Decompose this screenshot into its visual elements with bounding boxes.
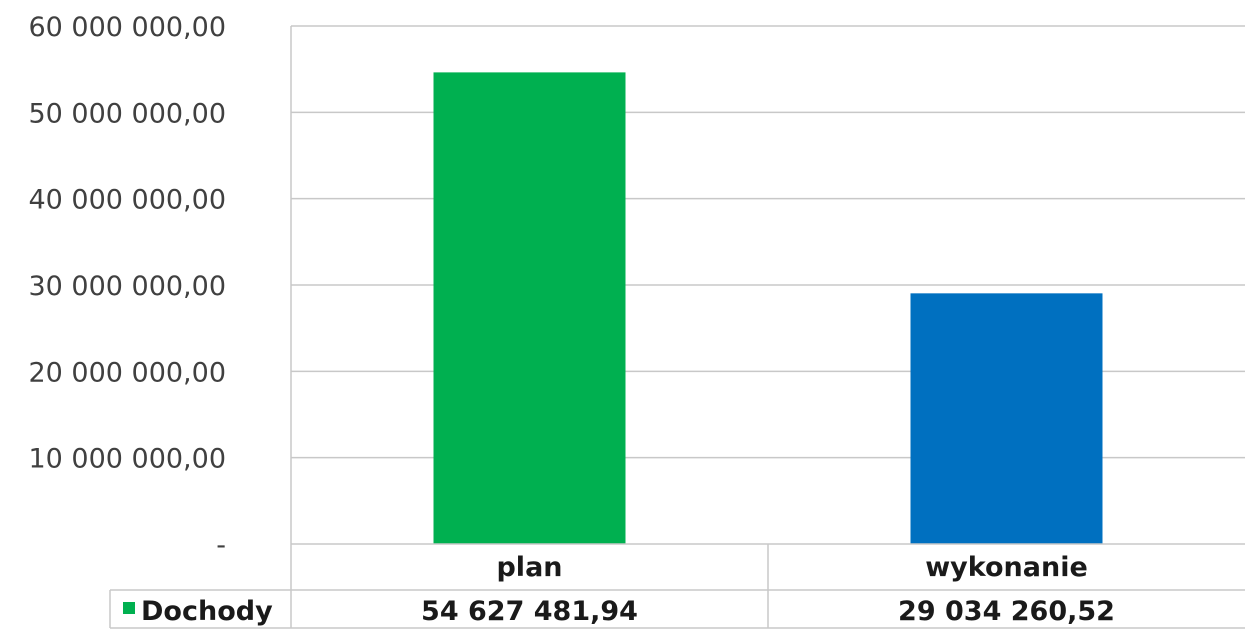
y-axis-tick-labels: - 10 000 000,00 20 000 000,00 30 000 000,00… [28, 12, 226, 561]
data-label: 29 034 260,52 [898, 596, 1115, 627]
y-tick-label: 60 000 000,00 [28, 12, 226, 43]
y-tick-label: - [216, 530, 226, 561]
category-label: wykonanie [925, 552, 1088, 583]
y-tick-label: 10 000 000,00 [28, 444, 226, 475]
legend-marker [123, 602, 135, 614]
y-tick-label: 50 000 000,00 [28, 98, 226, 129]
data-label: 54 627 481,94 [421, 596, 638, 627]
data-table: plan 54 627 481,94 wykonanie 29 034 260,52 D… [109, 543, 1245, 629]
y-tick-label: 30 000 000,00 [28, 271, 226, 302]
legend-series-name: Dochody [141, 596, 273, 627]
y-tick-label: 20 000 000,00 [28, 357, 226, 388]
bars [433, 72, 1103, 544]
bar-wykonanie [910, 293, 1103, 544]
y-tick-label: 40 000 000,00 [28, 185, 226, 216]
category-label: plan [496, 552, 562, 583]
bar-plan [433, 72, 626, 544]
